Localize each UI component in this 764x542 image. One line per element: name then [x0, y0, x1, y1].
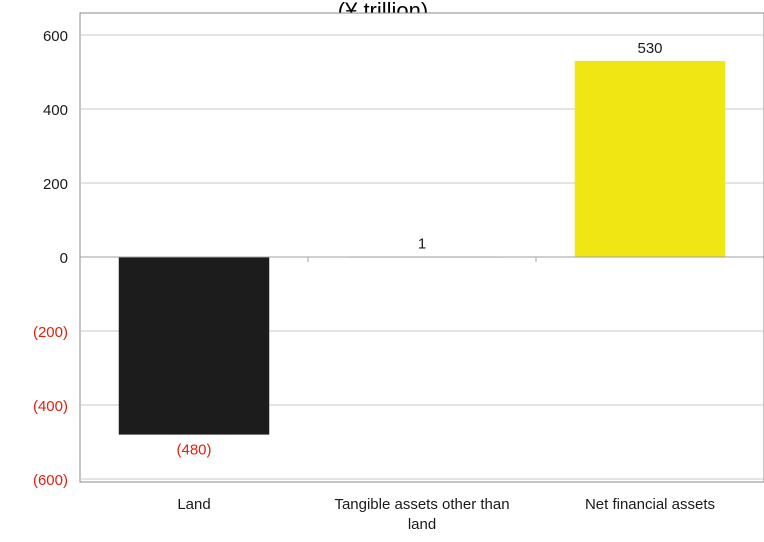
y-tick-label: (400): [33, 398, 68, 415]
x-tick-label: Net financial assets: [585, 496, 715, 513]
data-label: 530: [637, 40, 662, 57]
y-tick-label: 600: [43, 28, 68, 45]
y-tick-label: 200: [43, 176, 68, 193]
y-tick-label: (600): [33, 472, 68, 489]
labels: (480) Land 1 Tangible assets other than land…: [176, 40, 715, 533]
bars: [118, 60, 726, 435]
y-tick-label: (200): [33, 324, 68, 341]
y-tick-label: 400: [43, 102, 68, 119]
data-label: (480): [176, 442, 211, 459]
x-tick-label: Tangible assets other than land: [334, 496, 509, 533]
bar: [574, 60, 726, 258]
y-tick-label: 0: [60, 250, 68, 267]
x-tick-label: Land: [177, 496, 210, 513]
axes: 600 400 200 0 (200) (400) (600): [33, 28, 764, 489]
bar: [118, 257, 270, 435]
data-label: 1: [418, 236, 426, 253]
